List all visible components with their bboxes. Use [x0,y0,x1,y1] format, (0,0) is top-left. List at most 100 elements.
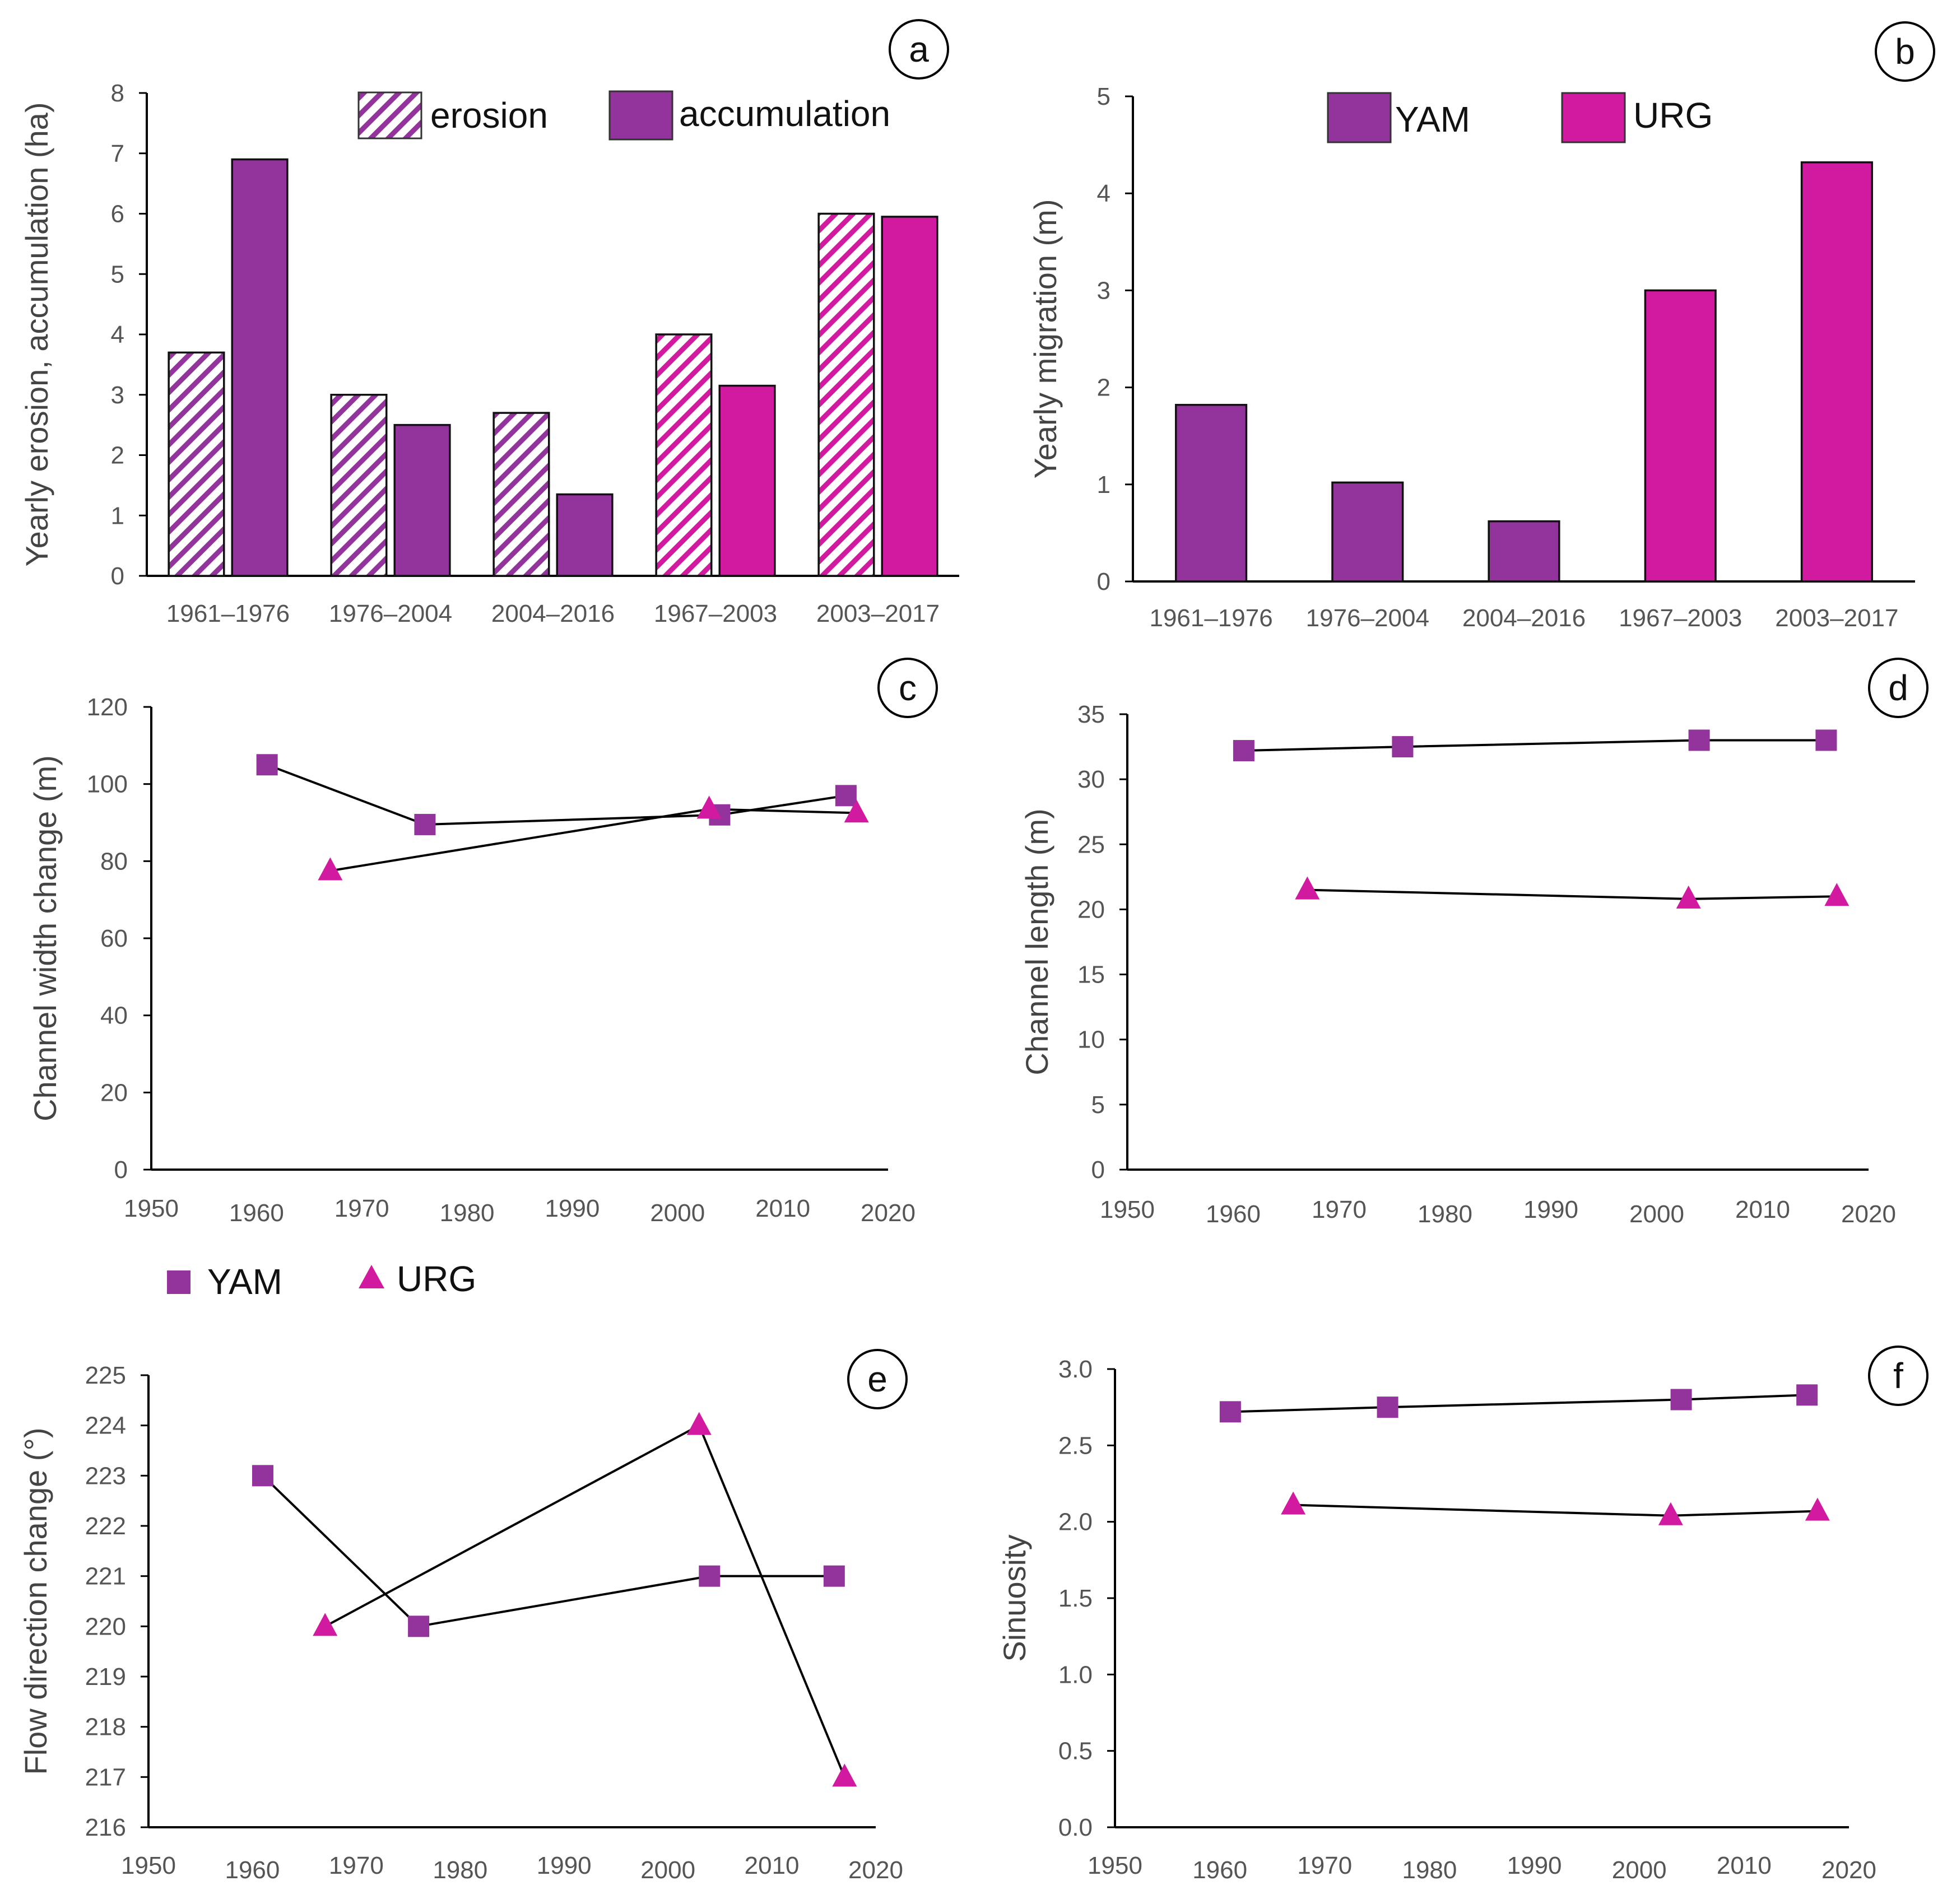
legend-label-accumulation: accumulation [679,94,890,134]
x-tick-label: 1990 [537,1852,592,1879]
x-category-label: 2003–2017 [816,600,940,627]
y-tick-label: 217 [85,1763,126,1791]
x-tick-label: 1950 [1100,1196,1155,1223]
y-tick-label: 223 [85,1462,126,1489]
y-tick-label: 3.0 [1058,1356,1093,1383]
x-tick-label: 1990 [1507,1852,1562,1879]
panel-tag-d: d [1888,668,1908,708]
x-tick-label: 2010 [1717,1852,1772,1879]
y-tick-label: 7 [111,140,124,167]
panel-tag-circle [1875,21,1935,82]
point-f-urg [1281,1491,1306,1515]
x-category-label: 1976–2004 [1306,604,1429,632]
y-tick-label: 20 [1077,896,1105,923]
y-tick-label: 222 [85,1512,126,1540]
y-tick-label: 80 [100,848,128,875]
y-tick-label: 30 [1077,766,1105,793]
x-tick-label: 1980 [1402,1856,1457,1884]
y-tick-label: 15 [1077,961,1105,989]
point-f-urg [1658,1502,1683,1525]
y-tick-label: 0 [1091,1156,1105,1184]
legend-label-erosion: erosion [430,95,548,136]
y-tick-label: 1 [111,502,124,529]
panel-tag-circle [1868,1346,1929,1406]
y-tick-label: 5 [1097,83,1110,110]
y-tick-label: 100 [87,771,128,798]
x-tick-label: 1970 [1312,1196,1367,1223]
y-tick-label: 0.0 [1058,1814,1093,1841]
x-tick-label: 2010 [1735,1196,1790,1223]
point-e-urg [313,1613,338,1636]
y-tick-label: 40 [100,1002,128,1030]
bar-a-erosion-2 [492,412,550,577]
y-tick-label: 120 [87,693,128,721]
x-tick-label: 2020 [848,1856,903,1884]
y-axis-title: Yearly migration (m) [1028,199,1063,479]
panel-tag-circle [889,19,949,80]
panel-tag-a: a [909,29,929,69]
series-line-d-YAM [1243,739,1827,752]
y-tick-label: 25 [1077,831,1105,858]
point-e-urg [686,1412,712,1435]
legend-marker-yam [167,1270,190,1294]
y-tick-label: 4 [1097,180,1110,207]
point-c-urg [318,857,343,881]
x-tick-label: 1990 [1523,1196,1578,1223]
series-line-c-YAM [266,764,847,826]
y-axis-title: Sinuosity [997,1534,1032,1661]
y-tick-label: 1.0 [1058,1661,1093,1688]
bar-b-migration-2 [1488,520,1560,583]
x-category-label: 1961–1976 [1149,604,1272,632]
panel-tag-e: e [867,1359,887,1399]
point-d-urg [1676,885,1701,909]
y-tick-label: 8 [111,80,124,107]
point-f-yam [1796,1384,1818,1406]
y-tick-label: 225 [85,1362,126,1389]
x-tick-label: 1950 [124,1195,179,1222]
x-category-label: 2004–2016 [491,600,615,627]
x-category-label: 1961–1976 [166,600,290,627]
y-tick-label: 35 [1077,701,1105,728]
bar-a-accumulation-3 [718,384,776,577]
y-axis-title: Channel width change (m) [27,755,63,1121]
point-c-yam [256,754,278,776]
panel-tag-circle [1868,658,1929,718]
point-e-yam [823,1565,845,1587]
x-tick-label: 2020 [1821,1856,1876,1884]
point-e-urg [832,1763,857,1787]
x-tick-label: 1960 [1192,1856,1247,1884]
y-tick-label: 60 [100,925,128,952]
x-tick-label: 2000 [1612,1856,1667,1884]
point-e-yam [252,1465,273,1487]
point-d-yam [1815,729,1837,751]
panel-tag-circle [877,658,938,718]
y-tick-label: 1.5 [1058,1585,1093,1612]
x-tick-label: 1950 [1088,1852,1142,1879]
panel-tag-circle [847,1349,908,1409]
y-tick-label: 3 [111,381,124,409]
bar-a-accumulation-1 [393,423,451,577]
y-tick-label: 5 [111,260,124,288]
bar-a-erosion-1 [330,394,388,577]
point-d-yam [1233,740,1254,762]
y-tick-label: 4 [111,321,124,348]
bar-a-accumulation-2 [556,493,614,577]
x-tick-label: 2020 [861,1199,916,1227]
x-tick-label: 2010 [755,1195,810,1222]
y-tick-label: 220 [85,1613,126,1640]
point-f-yam [1377,1396,1398,1418]
x-tick-label: 1970 [1297,1852,1352,1879]
panel-tag-f: f [1893,1356,1903,1396]
panel-tag-c: c [899,668,917,708]
y-tick-label: 218 [85,1714,126,1741]
point-d-urg [1824,883,1850,906]
y-axis-title: Yearly erosion, accumulation (ha) [19,102,54,566]
y-tick-label: 2 [111,442,124,469]
x-tick-label: 2010 [745,1852,800,1879]
legend-swatch-yam [1327,92,1392,143]
y-tick-label: 2.5 [1058,1432,1093,1459]
x-tick-label: 1970 [329,1852,384,1879]
y-tick-label: 10 [1077,1026,1105,1054]
point-e-yam [408,1616,430,1637]
